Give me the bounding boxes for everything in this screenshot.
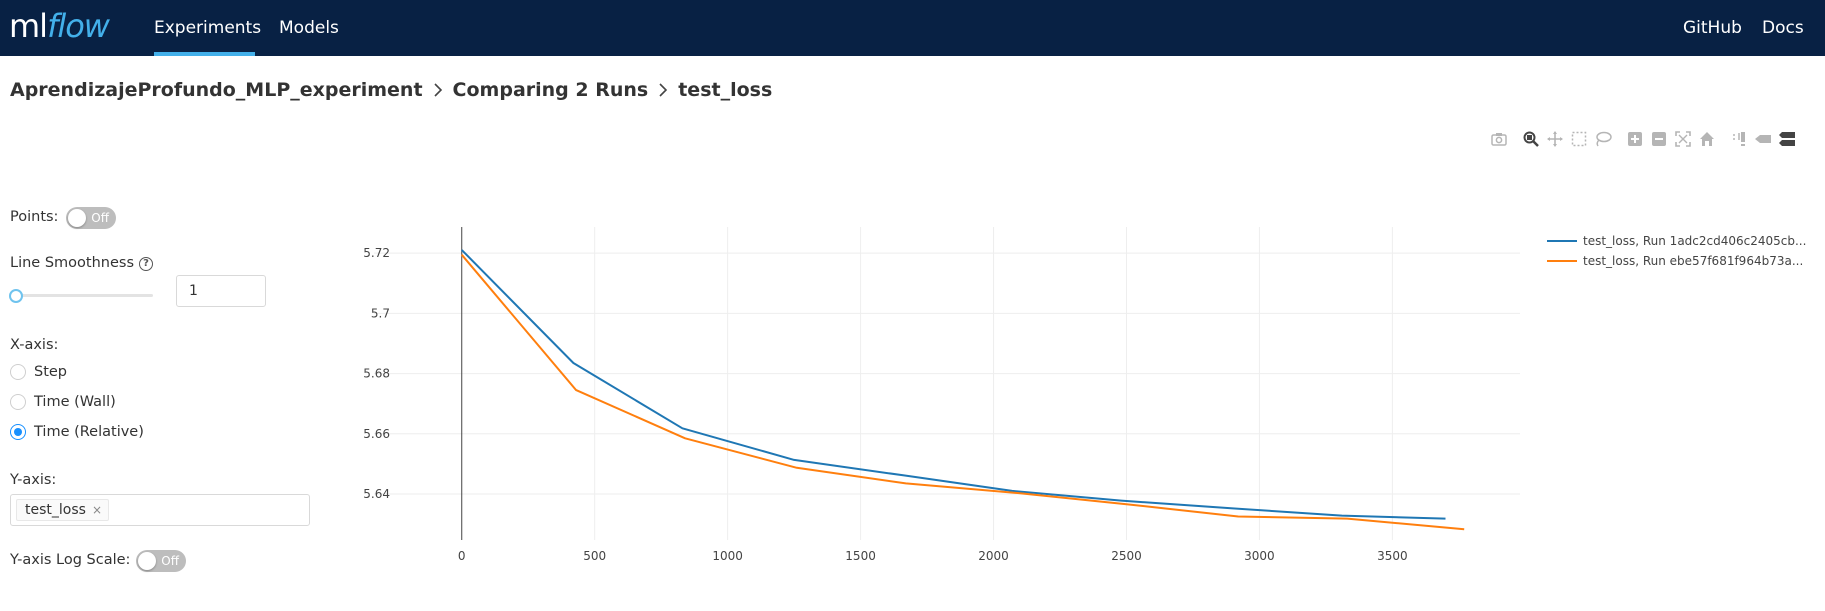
nav-models[interactable]: Models xyxy=(279,18,339,38)
xaxis-label: X-axis: xyxy=(10,337,59,353)
radio-label: Step xyxy=(34,364,68,380)
log-scale-label: Y-axis Log Scale: xyxy=(10,552,131,568)
chart-axes: 0 500 1000 1500 2000 2500 3000 3500 5.64 5.66 5.68… xyxy=(363,227,1408,563)
legend-entry-2: test_loss, Run ebe57f681f964b73a... xyxy=(1583,254,1803,268)
hover-compare-icon[interactable] xyxy=(1777,129,1797,149)
x-tick-label: 2500 xyxy=(1111,549,1142,563)
toggle-knob xyxy=(68,209,86,227)
box-select-icon[interactable] xyxy=(1569,129,1589,149)
toggle-knob xyxy=(138,552,156,570)
x-tick-label: 0 xyxy=(458,549,466,563)
points-toggle[interactable]: Off xyxy=(66,207,116,229)
nav-docs-link[interactable]: Docs xyxy=(1762,18,1804,38)
xaxis-option-step[interactable]: Step xyxy=(10,362,67,382)
legend-entry-1: test_loss, Run 1adc2cd406c2405cb... xyxy=(1583,234,1806,248)
breadcrumb-comparison-link[interactable]: Comparing 2 Runs xyxy=(452,79,649,101)
smoothness-slider-handle[interactable] xyxy=(9,289,23,303)
points-toggle-text: Off xyxy=(91,211,109,225)
yaxis-metric-select[interactable]: test_loss × xyxy=(10,494,310,526)
camera-icon[interactable] xyxy=(1489,129,1509,149)
zoom-icon[interactable] xyxy=(1521,129,1541,149)
tag-label: test_loss xyxy=(25,502,86,518)
y-tick-label: 5.64 xyxy=(363,487,390,501)
zoom-out-icon[interactable] xyxy=(1649,129,1669,149)
pan-icon[interactable] xyxy=(1545,129,1565,149)
radio-label: Time (Wall) xyxy=(34,394,116,410)
lasso-icon[interactable] xyxy=(1593,129,1613,149)
question-circle-icon[interactable]: ? xyxy=(139,257,153,271)
radio-label: Time (Relative) xyxy=(34,424,144,440)
autoscale-icon[interactable] xyxy=(1673,129,1693,149)
breadcrumb-experiment-link[interactable]: AprendizajeProfundo_MLP_experiment xyxy=(10,79,423,101)
x-tick-label: 1500 xyxy=(845,549,876,563)
xaxis-option-time-wall[interactable]: Time (Wall) xyxy=(10,392,116,412)
xaxis-option-time-relative[interactable]: Time (Relative) xyxy=(10,422,144,442)
y-tick-label: 5.66 xyxy=(363,427,390,441)
y-tick-label: 5.68 xyxy=(363,367,390,381)
chart-legend: test_loss, Run 1adc2cd406c2405cb... test_… xyxy=(1547,234,1806,268)
nav-experiments[interactable]: Experiments xyxy=(154,0,261,56)
radio-button[interactable] xyxy=(10,364,26,380)
radio-button[interactable] xyxy=(10,394,26,410)
spike-lines-icon[interactable] xyxy=(1729,129,1749,149)
y-tick-label: 5.72 xyxy=(363,246,390,260)
breadcrumb-metric: test_loss xyxy=(678,79,773,101)
logo-ml-text: ml xyxy=(9,7,48,45)
x-tick-label: 3500 xyxy=(1377,549,1408,563)
zoom-in-icon[interactable] xyxy=(1625,129,1645,149)
reset-axes-icon[interactable] xyxy=(1697,129,1717,149)
line-smoothness-label: Line Smoothness? xyxy=(10,255,153,271)
points-label: Points: xyxy=(10,209,59,225)
close-icon[interactable]: × xyxy=(91,503,102,517)
chevron-right-icon xyxy=(658,83,668,97)
yaxis-label: Y-axis: xyxy=(10,472,57,488)
log-scale-toggle-text: Off xyxy=(161,554,179,568)
smoothness-input[interactable]: 1 xyxy=(176,275,266,307)
x-tick-label: 500 xyxy=(583,549,606,563)
x-tick-label: 3000 xyxy=(1244,549,1275,563)
top-navigation-bar: mlflow Experiments Models GitHub Docs xyxy=(0,0,1825,56)
chart-gridlines xyxy=(374,227,1520,540)
series-line-1 xyxy=(460,249,1446,520)
y-tick-label: 5.7 xyxy=(371,306,390,320)
log-scale-toggle[interactable]: Off xyxy=(136,550,186,572)
logo-flow-text: flow xyxy=(47,7,110,45)
chart-series xyxy=(460,249,1465,531)
chevron-right-icon xyxy=(433,83,443,97)
line-smoothness-text: Line Smoothness xyxy=(10,255,134,271)
breadcrumb: AprendizajeProfundo_MLP_experiment Compa… xyxy=(10,76,772,104)
nav-github-link[interactable]: GitHub xyxy=(1683,18,1742,38)
hover-closest-icon[interactable] xyxy=(1753,129,1773,149)
x-tick-label: 1000 xyxy=(712,549,743,563)
mlflow-logo[interactable]: mlflow xyxy=(9,6,110,46)
yaxis-metric-tag: test_loss × xyxy=(16,499,109,521)
x-tick-label: 2000 xyxy=(978,549,1009,563)
radio-button-checked[interactable] xyxy=(10,424,26,440)
smoothness-slider-track[interactable] xyxy=(15,294,153,297)
series-line-2 xyxy=(460,254,1465,531)
